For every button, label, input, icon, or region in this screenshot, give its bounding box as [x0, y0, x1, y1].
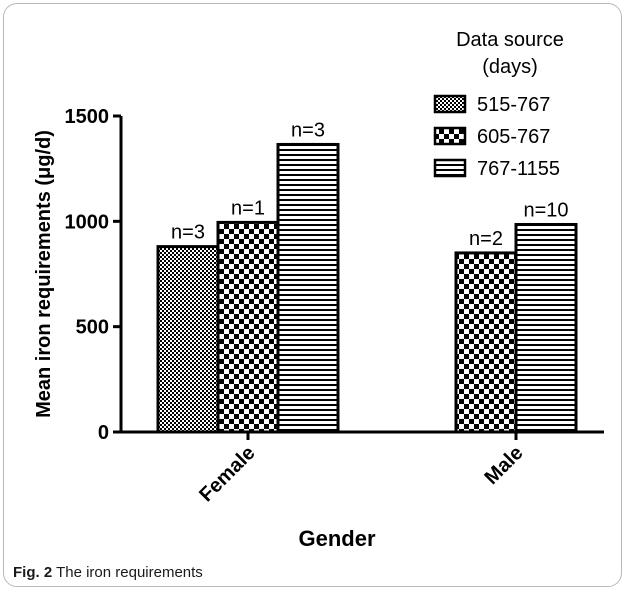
data-label: n=3: [171, 222, 205, 244]
legend: Data source (days) 515-767 605-767 767-1155: [433, 29, 564, 180]
y-axis-label: Mean iron requirements (μg/d): [33, 130, 55, 418]
legend-title: Data source: [456, 29, 564, 51]
data-label: n=10: [523, 199, 568, 221]
bar-male-605-767: [454, 251, 518, 434]
y-tick-label: 0: [98, 422, 109, 444]
legend-label: 605-767: [477, 126, 550, 148]
data-label: n=3: [291, 119, 325, 141]
bar-chart: 0 500 1000 1500 Mean iron requirements (μg/d…: [33, 29, 604, 551]
y-tick-label: 500: [76, 317, 109, 339]
data-label: n=1: [231, 197, 265, 219]
legend-label: 767-1155: [477, 158, 560, 180]
data-labels: n=3 n=1 n=3 n=2 n=10: [171, 119, 569, 249]
y-tick-label: 1000: [65, 211, 110, 233]
bar-female-767-1155: [276, 142, 340, 434]
legend-swatch-515-767: [433, 94, 467, 114]
bar-male-767-1155: [514, 222, 578, 434]
x-axis-label: Gender: [298, 526, 375, 551]
legend-title: (days): [482, 56, 538, 78]
legend-swatch-767-1155: [433, 158, 467, 178]
x-tick-label-female: Female: [195, 442, 259, 506]
data-label: n=2: [469, 228, 503, 250]
figure-frame: 0 500 1000 1500 Mean iron requirements (μg/d…: [3, 3, 622, 587]
x-tick-label-male: Male: [481, 442, 528, 489]
caption-text: The iron requirements: [56, 564, 203, 581]
bar-female-515-767: [156, 245, 220, 434]
caption-label: Fig. 2: [13, 564, 53, 581]
legend-label: 515-767: [477, 94, 550, 116]
figure-caption: Fig. 2 The iron requirements: [13, 564, 203, 581]
legend-swatch-605-767: [433, 126, 467, 146]
bars: [156, 142, 578, 434]
bar-female-605-767: [216, 220, 280, 434]
y-tick-label: 1500: [65, 106, 110, 128]
